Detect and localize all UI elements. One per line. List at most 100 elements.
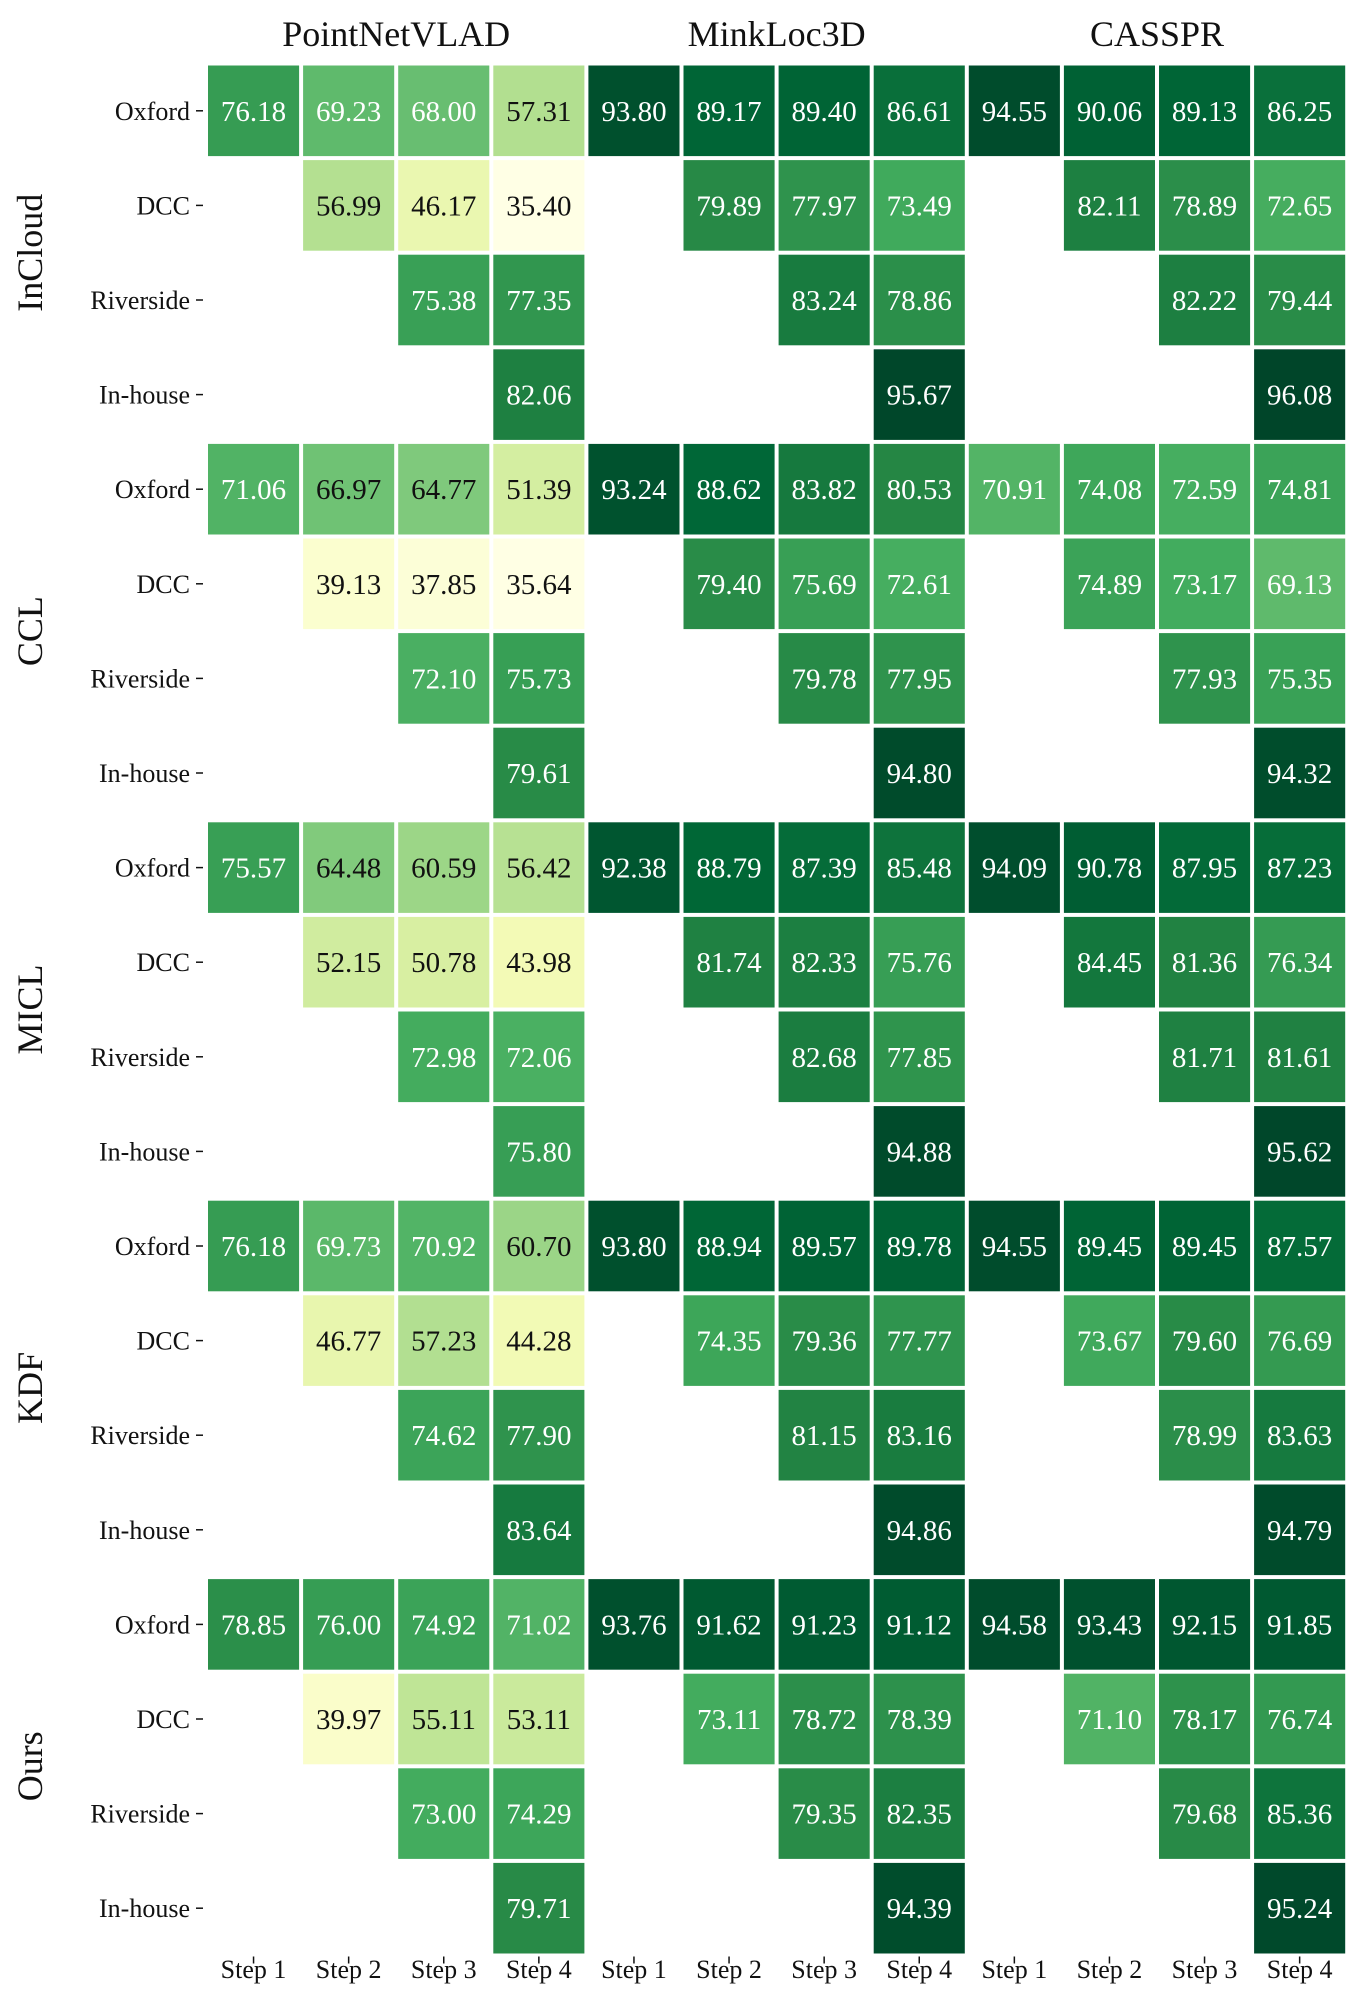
- cell-value: 87.23: [1267, 853, 1332, 885]
- cell-value: 75.38: [411, 285, 476, 317]
- heatmap-cell: [873, 538, 965, 630]
- cell-value: 46.17: [411, 190, 476, 222]
- cell-value: 44.28: [506, 1326, 571, 1358]
- cell-value: 75.73: [506, 663, 571, 695]
- heatmap-cell: [778, 916, 870, 1008]
- heatmap-cell: [873, 1768, 965, 1859]
- row-label-in-house: In-house: [99, 381, 190, 410]
- cell-value: 81.61: [1267, 1042, 1332, 1074]
- heatmap-cell: [493, 822, 585, 913]
- heatmap-cell: [1254, 349, 1346, 440]
- cell-value: 77.97: [792, 190, 857, 222]
- heatmap-cell: [683, 822, 775, 913]
- heatmap-cell: [208, 822, 300, 913]
- heatmap-cell: [1063, 822, 1155, 913]
- cell-value: 74.35: [696, 1326, 761, 1358]
- heatmap-cell: [778, 822, 870, 913]
- cell-value: 89.45: [1172, 1231, 1237, 1263]
- row-label-dcc: DCC: [137, 1705, 190, 1734]
- cell-value: 87.95: [1172, 853, 1237, 885]
- cell-value: 86.25: [1267, 96, 1332, 128]
- heatmap-cell: [968, 65, 1060, 157]
- heatmap-cell: [873, 822, 965, 913]
- heatmap-cell: [968, 822, 1060, 913]
- cell-value: 75.69: [792, 569, 857, 601]
- heatmap-cell: [208, 1579, 300, 1670]
- heatmap-cell: [778, 1389, 870, 1481]
- heatmap-cell: [303, 1295, 395, 1386]
- cell-value: 57.23: [411, 1326, 476, 1358]
- cell-value: 76.74: [1267, 1704, 1333, 1736]
- row-label-oxford: Oxford: [115, 1232, 190, 1261]
- heatmap-cell: [493, 1389, 585, 1481]
- cell-value: 39.13: [316, 569, 381, 601]
- cell-value: 72.06: [506, 1042, 571, 1074]
- cell-value: 79.61: [506, 758, 571, 790]
- cell-value: 89.13: [1172, 96, 1237, 128]
- cell-value: 75.76: [887, 947, 952, 979]
- cell-value: 90.78: [1077, 853, 1142, 885]
- heatmap-cell: [493, 349, 585, 440]
- heatmap-cell: [778, 1011, 870, 1103]
- group-label-incloud: InCloud: [10, 194, 50, 312]
- row-label-oxford: Oxford: [115, 475, 190, 504]
- cell-value: 72.61: [887, 569, 952, 601]
- heatmap-cell: [398, 65, 490, 157]
- cell-value: 93.80: [601, 96, 666, 128]
- heatmap-cell: [683, 160, 775, 251]
- heatmap-cell: [1254, 1106, 1346, 1197]
- heatmap-cell: [778, 633, 870, 724]
- cell-value: 79.35: [792, 1799, 857, 1831]
- heatmap-cell: [1159, 538, 1251, 630]
- cell-value: 79.89: [696, 190, 761, 222]
- cell-value: 77.85: [887, 1042, 952, 1074]
- cell-value: 43.98: [506, 947, 571, 979]
- heatmap-cell: [873, 1579, 965, 1670]
- cell-value: 72.59: [1172, 474, 1237, 506]
- cell-value: 89.78: [887, 1231, 952, 1263]
- cell-value: 83.16: [887, 1420, 952, 1452]
- heatmap-cell: [588, 822, 680, 913]
- heatmap-cell: [778, 1200, 870, 1292]
- heatmap-cell: [1254, 1295, 1346, 1386]
- step-label: Step 1: [601, 1955, 667, 1984]
- heatmap-cell: [778, 1295, 870, 1386]
- heatmap-cell: [873, 1106, 965, 1197]
- heatmap-cell: [873, 1484, 965, 1576]
- heatmap-cell: [303, 443, 395, 535]
- cell-value: 76.69: [1267, 1326, 1332, 1358]
- cell-value: 95.62: [1267, 1136, 1332, 1168]
- cell-value: 83.64: [506, 1515, 572, 1547]
- heatmap-cell: [1063, 1200, 1155, 1292]
- cell-value: 69.13: [1267, 569, 1332, 601]
- heatmap-cell: [1063, 1673, 1155, 1765]
- heatmap-cell: [1254, 1579, 1346, 1670]
- cell-value: 64.77: [411, 474, 476, 506]
- heatmap-cell: [493, 254, 585, 346]
- heatmap-cell: [303, 916, 395, 1008]
- heatmap-cell: [1159, 822, 1251, 913]
- model-title-pointnetvlad: PointNetVLAD: [282, 14, 510, 54]
- cell-value: 72.65: [1267, 190, 1332, 222]
- cell-value: 85.48: [887, 853, 952, 885]
- cell-value: 71.10: [1077, 1704, 1142, 1736]
- group-label-ours: Ours: [10, 1731, 50, 1801]
- heatmap-cell: [1254, 1484, 1346, 1576]
- cell-value: 78.39: [887, 1704, 952, 1736]
- heatmap-cell: [873, 1295, 965, 1386]
- cell-value: 88.94: [696, 1231, 762, 1263]
- cell-value: 73.00: [411, 1799, 476, 1831]
- step-label: Step 2: [696, 1955, 762, 1984]
- heatmap-cell: [398, 1579, 490, 1670]
- row-label-in-house: In-house: [99, 1137, 190, 1166]
- heatmap-cell: [1063, 538, 1155, 630]
- model-title-minkloc3d: MinkLoc3D: [688, 14, 866, 54]
- cell-value: 74.89: [1077, 569, 1142, 601]
- heatmap-cell: [778, 1579, 870, 1670]
- cell-value: 68.00: [411, 96, 476, 128]
- cell-value: 78.86: [887, 285, 952, 317]
- heatmap-cell: [873, 254, 965, 346]
- cell-value: 91.62: [696, 1609, 761, 1641]
- row-label-dcc: DCC: [137, 948, 190, 977]
